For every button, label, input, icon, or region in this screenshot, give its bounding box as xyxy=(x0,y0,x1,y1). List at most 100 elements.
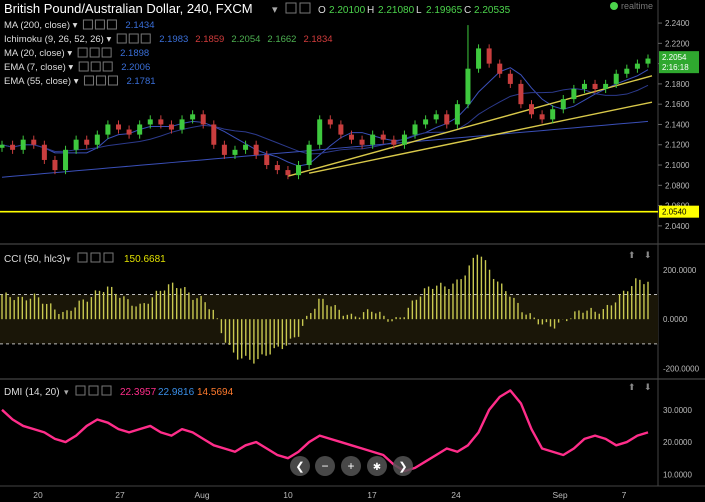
settings-icon[interactable] xyxy=(285,2,297,14)
candle[interactable] xyxy=(476,44,482,73)
candle[interactable] xyxy=(401,130,407,149)
candle[interactable] xyxy=(158,115,164,129)
candle[interactable] xyxy=(147,115,153,129)
dmi-panel[interactable] xyxy=(1,389,649,473)
candle[interactable] xyxy=(73,135,79,154)
indicator-legend-row[interactable]: EMA (55, close) ▾ 2.1781 xyxy=(4,75,156,87)
candle[interactable] xyxy=(634,59,640,73)
scroll-right-button[interactable] xyxy=(393,456,413,476)
candle[interactable] xyxy=(296,160,302,180)
candle[interactable] xyxy=(317,115,323,149)
chart-nav-controls[interactable]: ❮ − + ✱ ❯ xyxy=(290,456,413,476)
candle[interactable] xyxy=(179,115,185,134)
candle[interactable] xyxy=(454,100,460,129)
candle[interactable] xyxy=(221,140,227,159)
zoom-in-button[interactable] xyxy=(341,456,361,476)
moving-average-line[interactable] xyxy=(1,84,649,155)
candle[interactable] xyxy=(253,140,259,159)
candle[interactable] xyxy=(285,166,291,180)
candle[interactable] xyxy=(105,120,111,139)
indicator-close-icon[interactable] xyxy=(140,33,151,44)
candle[interactable] xyxy=(211,120,217,149)
candle[interactable] xyxy=(31,135,37,149)
reset-button[interactable] xyxy=(367,456,387,476)
indicator-legend[interactable]: MA (200, close) ▾ 2.1434 Ichimoku (9, 26, … xyxy=(4,19,333,87)
candle[interactable] xyxy=(613,69,619,88)
indicator-settings-icon[interactable] xyxy=(78,61,89,72)
candle[interactable] xyxy=(10,140,16,154)
indicator-legend-row[interactable]: MA (20, close) ▾ 2.1898 xyxy=(4,47,149,59)
price-panel[interactable] xyxy=(0,25,658,213)
cci-settings-icon[interactable] xyxy=(77,252,88,263)
candle[interactable] xyxy=(348,130,354,144)
candle[interactable] xyxy=(137,120,143,139)
trend-line-upper[interactable] xyxy=(287,75,653,177)
candle[interactable] xyxy=(624,64,630,78)
candle[interactable] xyxy=(529,100,535,119)
candle[interactable] xyxy=(444,110,450,129)
indicator-hide-icon[interactable] xyxy=(95,75,106,86)
candle[interactable] xyxy=(327,115,333,129)
indicator-settings-icon[interactable] xyxy=(82,19,93,30)
cci-panel[interactable] xyxy=(0,254,658,364)
candle[interactable] xyxy=(52,155,58,175)
scroll-left-button[interactable] xyxy=(290,456,310,476)
indicator-hide-icon[interactable] xyxy=(89,47,100,58)
cci-close-icon[interactable] xyxy=(103,252,114,263)
candle[interactable] xyxy=(94,130,100,149)
candle[interactable] xyxy=(560,95,566,114)
candle[interactable] xyxy=(200,110,206,129)
indicator-close-icon[interactable] xyxy=(102,61,113,72)
dmi-line[interactable] xyxy=(1,389,649,473)
candle[interactable] xyxy=(581,79,587,94)
candle[interactable] xyxy=(84,135,90,149)
indicator-hide-icon[interactable] xyxy=(90,61,101,72)
candle[interactable] xyxy=(370,130,376,149)
indicator-hide-icon[interactable] xyxy=(128,33,139,44)
symbol-menu-caret[interactable]: ▾ xyxy=(272,4,278,16)
candle[interactable] xyxy=(126,125,132,139)
candle[interactable] xyxy=(306,140,312,170)
candle[interactable] xyxy=(550,105,556,124)
candle[interactable] xyxy=(232,145,238,159)
dmi-move-down-icon[interactable]: ⬇ xyxy=(644,382,652,392)
candle[interactable] xyxy=(63,145,69,175)
candle[interactable] xyxy=(433,110,439,124)
indicator-close-icon[interactable] xyxy=(106,19,117,30)
candle[interactable] xyxy=(507,69,513,88)
trend-line-lower[interactable] xyxy=(308,101,653,174)
candle[interactable] xyxy=(264,150,270,170)
dmi-hide-icon[interactable] xyxy=(88,385,99,396)
candle[interactable] xyxy=(338,120,344,139)
candle[interactable] xyxy=(412,120,418,139)
dmi-settings-icon[interactable] xyxy=(75,385,86,396)
dmi-close-icon[interactable] xyxy=(101,385,112,396)
candle[interactable] xyxy=(359,135,365,149)
candle[interactable] xyxy=(571,84,577,104)
indicator-settings-icon[interactable] xyxy=(83,75,94,86)
indicator-settings-icon[interactable] xyxy=(77,47,88,58)
candle[interactable] xyxy=(539,110,545,124)
zoom-out-button[interactable] xyxy=(315,456,335,476)
indicator-settings-icon[interactable] xyxy=(116,33,127,44)
cci-move-up-icon[interactable]: ⬆ xyxy=(628,250,636,260)
ma-200-line[interactable] xyxy=(1,120,649,178)
indicator-legend-row[interactable]: Ichimoku (9, 26, 52, 26) ▾ 2.1983 2.1859 2.… xyxy=(4,33,333,45)
candle[interactable] xyxy=(41,140,47,165)
candle[interactable] xyxy=(391,135,397,149)
candle[interactable] xyxy=(115,120,121,134)
candle[interactable] xyxy=(423,115,429,129)
cci-move-down-icon[interactable]: ⬇ xyxy=(644,250,652,260)
candle[interactable] xyxy=(0,140,5,152)
dmi-menu-caret[interactable]: ▾ xyxy=(64,387,69,397)
indicator-legend-row[interactable]: MA (200, close) ▾ 2.1434 xyxy=(4,19,154,31)
candle[interactable] xyxy=(243,140,249,154)
candle[interactable] xyxy=(20,135,26,154)
cci-menu-caret[interactable]: ▾ xyxy=(66,254,71,264)
candle[interactable] xyxy=(497,59,503,78)
indicator-close-icon[interactable] xyxy=(107,75,118,86)
candle[interactable] xyxy=(168,120,174,134)
header-icons[interactable] xyxy=(285,2,311,14)
candle[interactable] xyxy=(518,79,524,109)
